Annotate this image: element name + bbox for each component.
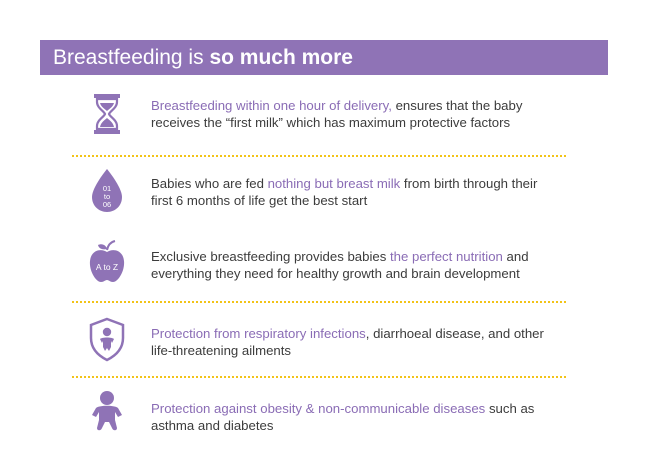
item-rest: , diarrhoeal disease, and other life-thr… (151, 326, 544, 358)
item-text: Breastfeeding within one hour of deliver… (151, 97, 561, 131)
item-highlight: Breastfeeding within one hour of deliver… (151, 98, 392, 113)
title-bold: so much more (209, 46, 353, 69)
shield-baby-icon (84, 316, 130, 362)
item-rest: and everything they need for healthy gro… (151, 249, 529, 281)
item-highlight: Protection against obesity & non-communi… (151, 401, 486, 416)
item-text: Babies who are fed nothing but breast mi… (151, 175, 561, 209)
baby-icon (84, 388, 130, 434)
apple-text: A to Z (96, 262, 118, 272)
hourglass-icon (84, 92, 130, 138)
item-highlight: nothing but breast milk (267, 176, 401, 191)
separator (72, 301, 566, 303)
item-rest: ensures that the baby receives the “firs… (151, 98, 523, 130)
milk-drop-icon: 01 to 06 (84, 167, 130, 213)
item-text: Protection against obesity & non-communi… (151, 400, 561, 434)
item-rest: from birth through their first 6 months … (151, 176, 538, 208)
title-normal: Breastfeeding is (53, 46, 210, 69)
page-title: Breastfeeding is so much more (40, 40, 608, 75)
item-highlight: the perfect nutrition (389, 249, 503, 264)
item-text: Exclusive breastfeeding provides babies … (151, 248, 561, 282)
item-rest: such as asthma and diabetes (151, 401, 535, 433)
drop-text-1: 01 (103, 184, 111, 193)
separator (72, 376, 566, 378)
drop-text-3: 06 (103, 200, 111, 209)
apple-icon: A to Z (84, 238, 130, 284)
item-pre: Exclusive breastfeeding provides babies (151, 249, 390, 264)
item-text: Protection from respiratory infections, … (151, 325, 561, 359)
item-highlight: Protection from respiratory infections (151, 326, 366, 341)
item-pre: Babies who are fed (151, 176, 268, 191)
drop-text-2: to (104, 192, 110, 201)
separator (72, 155, 566, 157)
